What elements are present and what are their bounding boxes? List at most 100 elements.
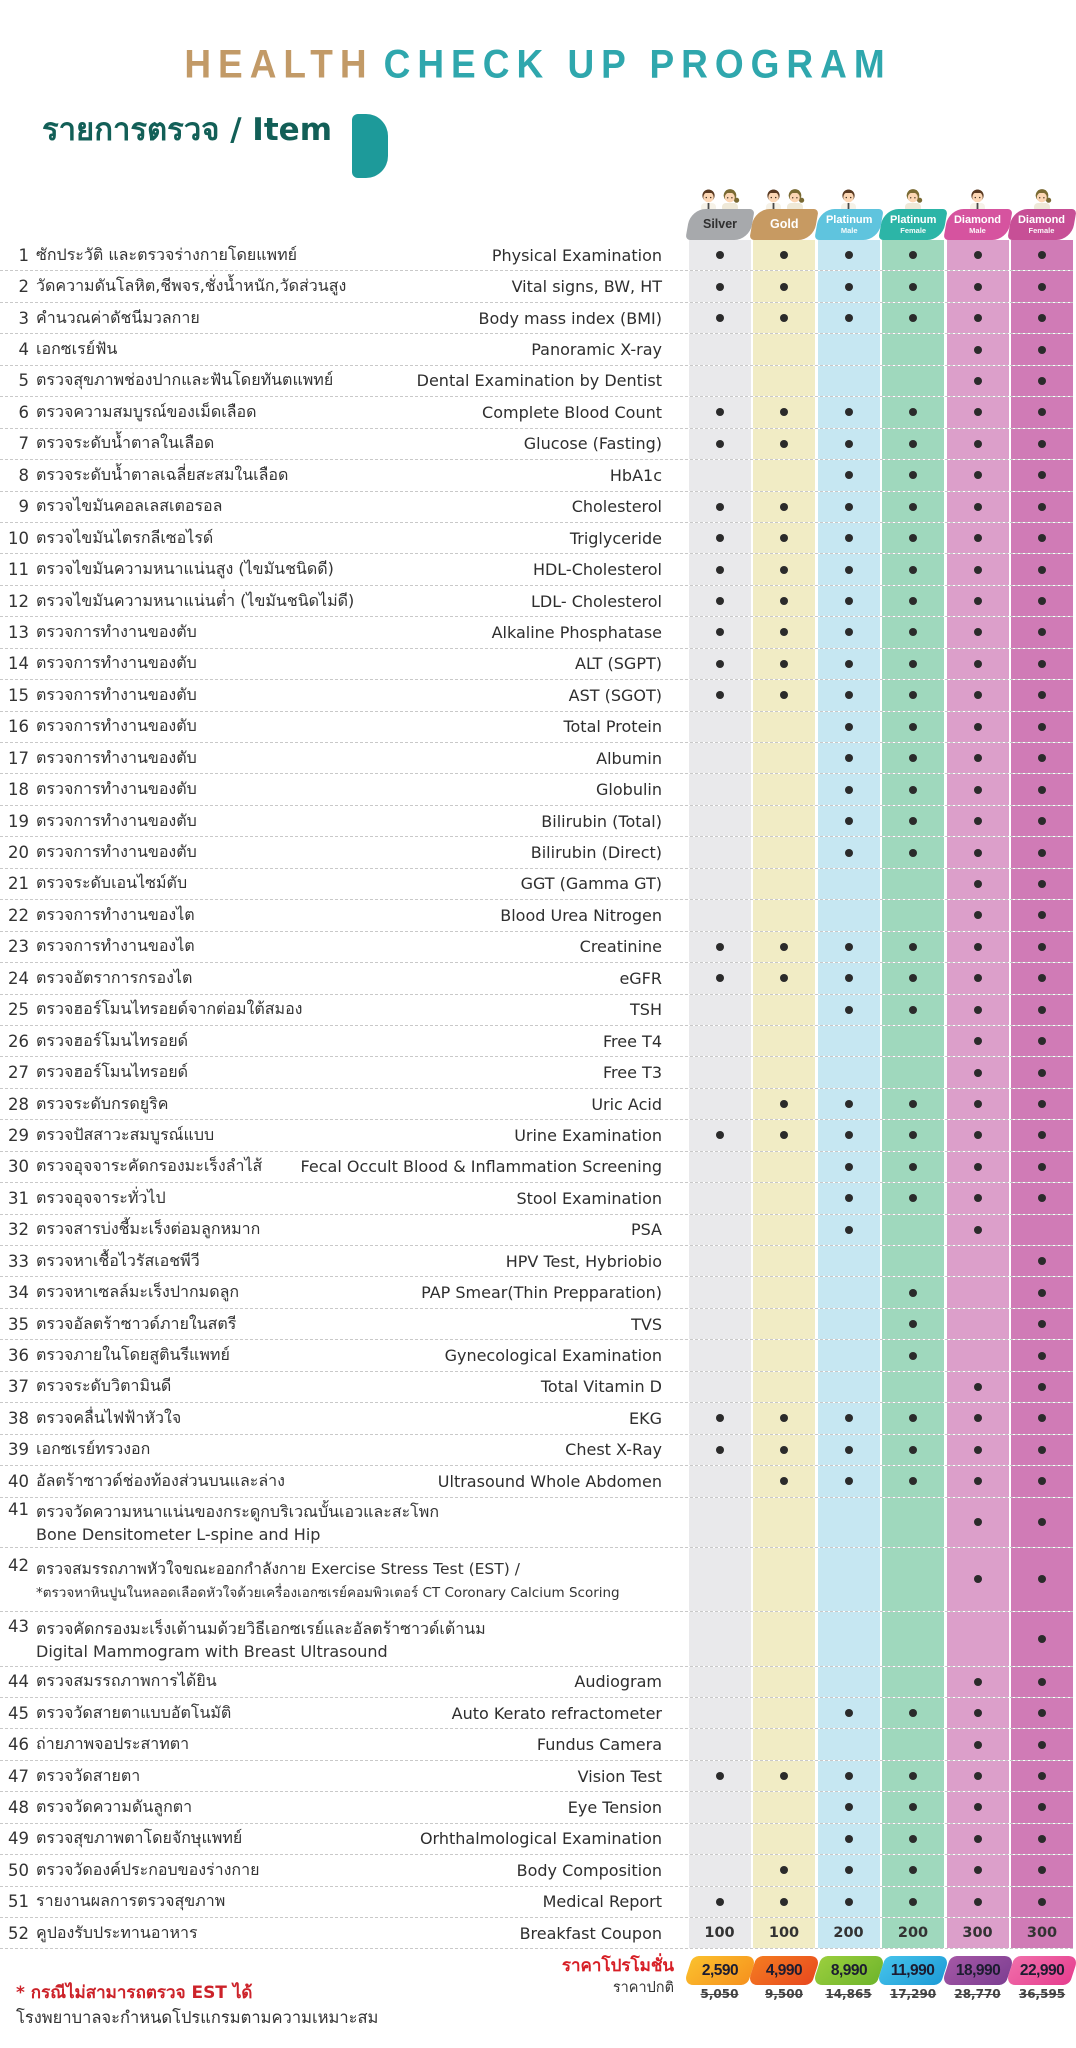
package-cell-gold	[753, 585, 815, 617]
package-cell-diamond-female	[1011, 1855, 1073, 1886]
table-row-item-31: 31 ตรวจอุจจาระทั่วไป Stool Examination	[0, 1183, 1073, 1215]
included-dot	[973, 754, 982, 763]
package-cell-diamond-female	[1011, 1308, 1073, 1340]
item-name-thai: ตรวจฮอร์โมนไทรอยด์จากต่อมใต้สมอง	[36, 999, 303, 1019]
package-cell-diamond-male	[946, 1120, 1009, 1151]
package-cell-diamond-female	[1011, 963, 1073, 994]
package-cell-diamond-female	[1011, 617, 1073, 648]
item-name-english: Cholesterol	[571, 497, 662, 517]
coupon-value: 200	[897, 1925, 929, 1942]
item-name-english: Bilirubin (Total)	[541, 811, 662, 831]
normal-price-value: 9,500	[765, 1987, 803, 2002]
package-cell-diamond-male	[946, 1760, 1009, 1792]
package-cell-platinum-female	[882, 1697, 944, 1729]
item-label: 34 ตรวจหาเซลล์มะเร็งปากมดลูก PAP Smear(Thi…	[0, 1280, 686, 1305]
item-label: 41 ตรวจวัดความหนาแน่นของกระดูกบริเวณบั้นเ…	[0, 1498, 686, 1547]
table-row-item-29: 29 ตรวจปัสสาวะสมบูรณ์แบบ Urine Examination	[0, 1120, 1073, 1152]
package-cell-diamond-male	[946, 1855, 1009, 1886]
promo-price-badge: 11,990	[876, 1956, 950, 1986]
item-name-thai: ตรวจการทำงานของตับ	[36, 621, 197, 641]
item-number: 30	[8, 1157, 29, 1177]
package-cell-silver	[688, 1823, 751, 1855]
included-dot	[909, 817, 917, 826]
package-cell-diamond-male	[946, 1340, 1009, 1371]
package-cell-diamond-female	[1011, 1340, 1073, 1371]
included-dot	[1038, 408, 1046, 417]
package-cell-diamond-female	[1011, 1823, 1073, 1855]
item-name-english: Alkaline Phosphatase	[491, 622, 662, 642]
item-label: 36 ตรวจภายในโดยสูตินรีแพทย์ Gynecological …	[0, 1343, 686, 1368]
footnote-line-1: * กรณีไม่สามารถตรวจ EST ได้	[16, 1983, 253, 2004]
package-cell-silver	[688, 1855, 751, 1886]
package-cell-gold	[753, 868, 815, 900]
package-cell-gold	[753, 460, 815, 491]
item-name-thai: ตรวจระดับเอนไซม์ตับ	[36, 873, 188, 893]
item-label: 3 คำนวณค่าดัชนีมวลกาย Body mass index (BMI…	[0, 306, 686, 331]
package-cell-gold	[753, 1497, 815, 1547]
included-dot	[909, 1445, 917, 1454]
footnote: * กรณีไม่สามารถตรวจ EST ได้ โรงพยาบาลจะก…	[16, 1982, 378, 2029]
package-cell-diamond-male	[946, 1497, 1009, 1547]
package-column-header-silver: Silver	[684, 187, 755, 240]
item-label: 6 ตรวจความสมบูรณ์ของเม็ดเลือด Complete Blo…	[0, 400, 686, 425]
package-cell-gold	[753, 554, 815, 585]
included-dot	[844, 502, 853, 511]
package-gender: Female	[1029, 225, 1055, 235]
included-dot	[715, 974, 724, 983]
item-label: 50 ตรวจวัดองค์ประกอบของร่างกาย Body Compos…	[0, 1858, 686, 1883]
package-cell-platinum-male	[817, 1183, 880, 1214]
promo-price-label: ราคาโปรโมชั่น	[561, 1956, 674, 1977]
package-cell-diamond-female	[1011, 1214, 1073, 1245]
package-cell-platinum-male	[817, 302, 880, 334]
item-name-english: PSA	[630, 1220, 662, 1240]
package-cell-platinum-female	[882, 1403, 944, 1434]
package-cell-platinum-female	[882, 837, 944, 868]
package-cell-silver	[688, 1886, 751, 1917]
package-cell-platinum-female	[882, 554, 944, 585]
package-cell-silver	[688, 460, 751, 491]
package-cell-platinum-female	[882, 1547, 944, 1611]
package-cell-platinum-female: 200	[882, 1918, 944, 1949]
table-row-item-14: 14 ตรวจการทำงานของตับ ALT (SGPT)	[0, 648, 1073, 681]
included-dot	[715, 942, 724, 951]
table-row-item-52: 52 คูปองรับประทานอาหาร Breakfast Coupon 100…	[0, 1918, 1073, 1950]
package-cell-platinum-female	[882, 711, 944, 742]
included-dot	[909, 251, 917, 260]
promo-price-value: 11,990	[891, 1961, 935, 1979]
item-label: 23 ตรวจการทำงานของไต Creatinine	[0, 934, 686, 959]
included-dot	[1038, 628, 1046, 637]
item-name-thai: ตรวจระดับวิตามินดี	[36, 1376, 172, 1396]
included-dot	[973, 848, 982, 857]
item-label: 46 ถ่ายภาพจอประสาทตา Fundus Camera	[0, 1732, 686, 1757]
item-label: 10 ตรวจไขมันไตรกลีเซอไรด์ Triglyceride	[0, 526, 686, 551]
promo-price-badge: 4,990	[747, 1956, 821, 1986]
package-cell-platinum-female	[882, 1792, 944, 1823]
package-cell-platinum-male	[817, 1611, 880, 1666]
package-name: Platinum	[889, 213, 937, 226]
package-cell-platinum-female	[882, 931, 944, 963]
package-cell-platinum-male	[817, 1855, 880, 1886]
package-cell-diamond-male	[946, 900, 1009, 931]
package-cell-gold	[753, 240, 815, 271]
item-label: 4 เอกซเรย์ฟัน Panoramic X-ray	[0, 337, 686, 362]
item-number: 35	[8, 1314, 29, 1334]
included-dot	[1038, 1162, 1046, 1171]
item-name-thai: วัดความดันโลหิต,ชีพจร,ชั่งน้ำหนัก,วัดส่ว…	[36, 276, 347, 296]
item-label: 28 ตรวจระดับกรดยูริค Uric Acid	[0, 1092, 686, 1117]
included-dot	[715, 408, 724, 417]
item-label: 42 ตรวจสมรรถภาพหัวใจขณะออกกำลังกาย Exerci…	[0, 1548, 686, 1611]
package-cell-diamond-female	[1011, 805, 1073, 837]
item-number: 11	[8, 560, 29, 580]
item-number: 1	[18, 245, 30, 265]
item-name-thai: ตรวจสารบ่งชี้มะเร็งต่อมลูกหมาก	[36, 1219, 261, 1239]
package-cell-diamond-female	[1011, 1666, 1073, 1697]
item-number: 21	[8, 874, 29, 894]
included-dot	[1038, 1634, 1046, 1643]
package-cell-diamond-male: 300	[946, 1918, 1009, 1949]
item-name-thai: ตรวจฮอร์โมนไทรอยด์	[36, 1030, 188, 1050]
included-dot	[909, 565, 917, 574]
package-cell-diamond-female	[1011, 900, 1073, 931]
package-cell-silver	[688, 1183, 751, 1214]
included-dot	[1038, 376, 1046, 385]
included-dot	[1038, 1772, 1046, 1781]
